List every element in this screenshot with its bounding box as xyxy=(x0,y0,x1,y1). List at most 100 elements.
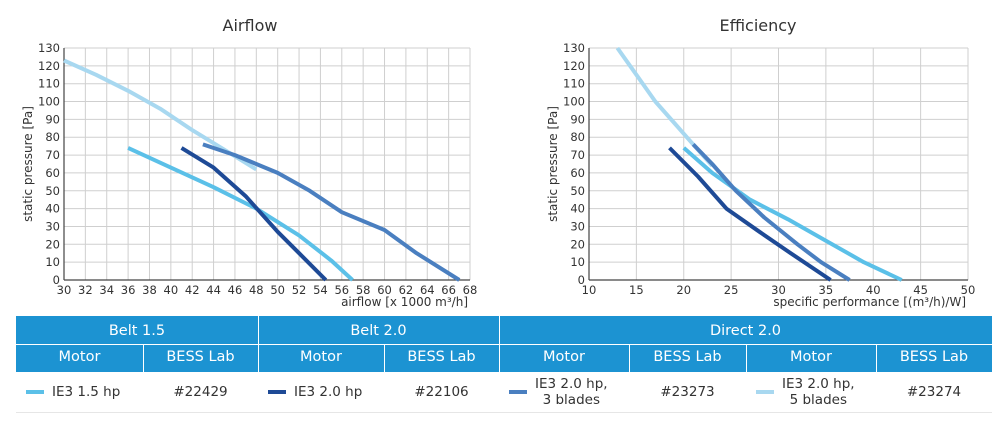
chart-efficiency-xtick-label: 40 xyxy=(866,283,881,297)
chart-efficiency-xtick-label: 20 xyxy=(676,283,691,297)
chart-airflow-ytick-label: 20 xyxy=(45,237,60,251)
chart-airflow-ytick-label: 0 xyxy=(53,273,60,287)
motor-label: IE3 2.0 hp xyxy=(294,384,363,400)
chart-airflow-ytick-label: 100 xyxy=(38,95,60,109)
subheader-bess-4: BESS Lab xyxy=(899,349,969,365)
motor-label-line2: 3 blades xyxy=(542,392,600,408)
chart-airflow-xtick-label: 46 xyxy=(228,283,243,297)
motor-label-line1: IE3 2.0 hp, xyxy=(782,376,855,392)
chart-efficiency-ytick-label: 40 xyxy=(570,202,585,216)
motor-label-line1: IE3 2.0 hp, xyxy=(535,376,608,392)
chart-airflow-xtick-label: 64 xyxy=(420,283,435,297)
chart-airflow-xtick-label: 30 xyxy=(57,283,72,297)
chart-efficiency-series-ie3-1-5-hp xyxy=(682,146,903,282)
subheader-motor-2: Motor xyxy=(300,349,342,365)
chart-airflow-xtick-label: 38 xyxy=(142,283,157,297)
chart-airflow-series-ie3-1-5-hp xyxy=(127,146,354,282)
subheader-motor-1: Motor xyxy=(58,349,101,365)
chart-airflow-ytick-label: 40 xyxy=(45,202,60,216)
chart-efficiency-xtick-label: 35 xyxy=(819,283,834,297)
subheader-motor-3: Motor xyxy=(543,349,585,365)
bess-cell: #23273 xyxy=(629,372,746,412)
chart-efficiency-title: Efficiency xyxy=(719,16,796,35)
chart-airflow-xtick-label: 54 xyxy=(313,283,328,297)
bess-lab-id: #22106 xyxy=(414,384,469,400)
chart-efficiency-xtick-label: 10 xyxy=(582,283,597,297)
chart-efficiency-ytick-label: 10 xyxy=(570,255,585,269)
chart-airflow-xtick-label: 42 xyxy=(185,283,200,297)
chart-airflow-xtick-label: 48 xyxy=(249,283,264,297)
chart-efficiency-ytick-label: 80 xyxy=(570,130,585,144)
legend-swatch-ie3-2-0hp xyxy=(268,390,286,394)
column-separator xyxy=(384,344,385,372)
chart-airflow-series-ie3-3-blades xyxy=(202,142,461,282)
column-separator xyxy=(876,344,877,372)
chart-airflow-series-ie3-2-0-hp xyxy=(180,146,328,282)
subheader-bess-2: BESS Lab xyxy=(407,349,476,365)
group-header-belt-1-5: Belt 1.5 xyxy=(108,323,166,339)
legend-table: Belt 1.5 Belt 2.0 Direct 2.0 Motor BESS … xyxy=(16,316,992,413)
chart-efficiency-xtick-label: 15 xyxy=(629,283,644,297)
chart-efficiency-xtick-label: 45 xyxy=(913,283,928,297)
chart-efficiency-xtick-label: 30 xyxy=(771,283,786,297)
legend-swatch-ie3-3-blades xyxy=(509,390,527,394)
motor-label: IE3 2.0 hp, 3 blades xyxy=(535,376,608,408)
subheader-bess-3: BESS Lab xyxy=(653,349,722,365)
chart-airflow-ytick-label: 130 xyxy=(38,41,60,55)
chart-efficiency-xlabel-bg xyxy=(770,294,969,310)
legend-swatch-ie3-5-blades xyxy=(756,390,774,394)
table-header: Belt 1.5 Belt 2.0 Direct 2.0 Motor BESS … xyxy=(16,316,992,372)
bess-cell: #22429 xyxy=(143,372,258,412)
column-separator xyxy=(143,344,144,372)
header-divider xyxy=(16,344,992,345)
motor-cell-ie3-1-5hp: IE3 1.5 hp xyxy=(26,372,143,412)
motor-cell-ie3-5-blades: IE3 2.0 hp, 5 blades xyxy=(756,372,876,412)
chart-airflow-xtick-label: 32 xyxy=(78,283,93,297)
chart-efficiency-ytick-label: 130 xyxy=(563,41,585,55)
motor-label: IE3 2.0 hp, 5 blades xyxy=(782,376,855,408)
bess-lab-id: #23273 xyxy=(660,384,715,400)
chart-efficiency-ytick-label: 20 xyxy=(570,237,585,251)
chart-airflow-ylabel: static pressure [Pa] xyxy=(21,106,35,222)
chart-airflow-ytick-label: 80 xyxy=(45,130,60,144)
chart-efficiency-xtick-label: 50 xyxy=(961,283,976,297)
group-separator xyxy=(258,316,259,372)
chart-airflow-xtick-label: 60 xyxy=(377,283,392,297)
bess-lab-id: #22429 xyxy=(173,384,228,400)
chart-airflow-xtick-label: 58 xyxy=(356,283,371,297)
column-separator xyxy=(746,344,747,372)
chart-efficiency-ytick-label: 120 xyxy=(563,59,585,73)
chart-efficiency-ytick-label: 100 xyxy=(563,95,585,109)
chart-efficiency-ylabel: static pressure [Pa] xyxy=(546,106,560,222)
bess-cell: #22106 xyxy=(384,372,499,412)
chart-airflow-xtick-label: 52 xyxy=(292,283,307,297)
subheader-bess-1: BESS Lab xyxy=(166,349,235,365)
chart-efficiency-series-ie3-3-blades xyxy=(691,143,851,282)
chart-efficiency-ytick-label: 0 xyxy=(578,273,585,287)
chart-airflow-ytick-label: 110 xyxy=(38,77,60,91)
group-header-direct-2-0: Direct 2.0 xyxy=(709,323,782,339)
chart-efficiency-ytick-label: 90 xyxy=(570,112,585,126)
chart-airflow-xtick-label: 62 xyxy=(399,283,414,297)
bess-cell: #23274 xyxy=(876,372,992,412)
motor-label-line2: 5 blades xyxy=(789,392,847,408)
table-row: IE3 1.5 hp #22429 IE3 2.0 hp #22106 IE3 … xyxy=(16,372,992,413)
chart-airflow-xtick-label: 36 xyxy=(121,283,136,297)
bess-lab-id: #23274 xyxy=(906,384,962,400)
chart-airflow-title: Airflow xyxy=(223,16,278,35)
group-separator xyxy=(499,316,500,372)
chart-airflow-xtick-label: 40 xyxy=(164,283,179,297)
chart-airflow-ytick-label: 30 xyxy=(45,219,60,233)
chart-efficiency-ytick-label: 50 xyxy=(570,184,585,198)
chart-airflow-xtick-label: 56 xyxy=(334,283,349,297)
chart-efficiency-ytick-label: 70 xyxy=(570,148,585,162)
chart-airflow-xtick-label: 68 xyxy=(463,283,478,297)
subheader-motor-4: Motor xyxy=(790,349,832,365)
chart-efficiency-xtick-label: 25 xyxy=(724,283,739,297)
chart-efficiency-series-ie3-2-0-hp xyxy=(668,146,832,282)
chart-airflow-ytick-label: 70 xyxy=(45,148,60,162)
chart-airflow-ytick-label: 10 xyxy=(45,255,60,269)
chart-airflow-ytick-label: 120 xyxy=(38,59,60,73)
chart-airflow-xlabel-bg xyxy=(338,294,471,310)
chart-airflow-xtick-label: 44 xyxy=(206,283,221,297)
